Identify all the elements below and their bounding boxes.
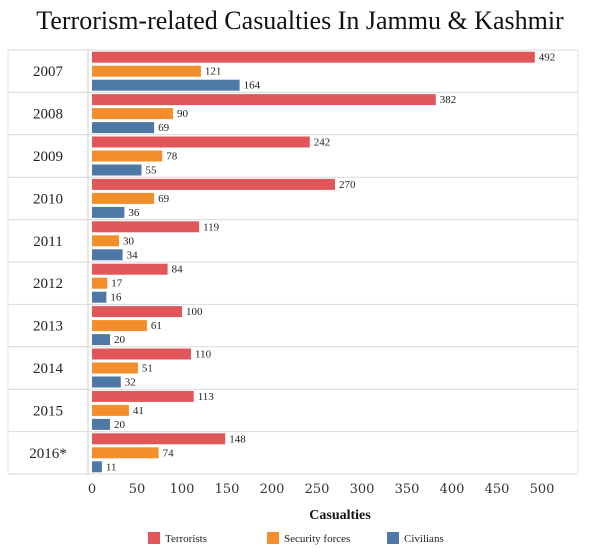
data-label: 100 [186, 306, 203, 318]
data-label: 20 [114, 334, 126, 346]
data-label: 74 [163, 447, 175, 459]
bar-terrorists [92, 433, 226, 445]
data-label: 36 [128, 207, 140, 219]
data-label: 492 [539, 52, 556, 64]
data-label: 90 [177, 108, 189, 120]
data-label: 11 [106, 461, 117, 473]
data-label: 16 [110, 292, 122, 304]
data-label: 69 [158, 193, 170, 205]
bar-civilians [92, 164, 142, 176]
bar-security-forces [92, 447, 159, 459]
bar-civilians [92, 334, 110, 346]
data-label: 20 [114, 419, 126, 431]
data-label: 41 [133, 405, 144, 417]
category-label: 2016* [29, 446, 67, 462]
bar-security-forces [92, 192, 155, 204]
data-label: 34 [127, 249, 139, 261]
category-label: 2008 [33, 107, 63, 123]
bar-terrorists [92, 390, 194, 402]
category-label: 2014 [33, 361, 64, 377]
data-label: 51 [142, 363, 153, 375]
bar-security-forces [92, 65, 201, 77]
data-label: 119 [203, 221, 220, 233]
bar-terrorists [92, 136, 310, 148]
bar-security-forces [92, 362, 138, 374]
legend-label: Terrorists [165, 533, 207, 545]
chart-title: Terrorism-related Casualties In Jammu & … [36, 6, 564, 35]
legend-swatch [387, 532, 399, 544]
bar-terrorists [92, 348, 191, 360]
bar-security-forces [92, 235, 119, 247]
data-label: 270 [339, 179, 356, 191]
data-label: 32 [125, 377, 136, 389]
x-tick-label: 300 [350, 482, 375, 497]
bar-terrorists [92, 221, 200, 233]
category-label: 2009 [33, 149, 63, 165]
x-tick-label: 250 [305, 482, 330, 497]
data-label: 242 [314, 137, 331, 149]
category-label: 2011 [33, 234, 62, 250]
bar-civilians [92, 122, 155, 134]
bar-security-forces [92, 108, 173, 120]
legend-label: Security forces [284, 533, 350, 545]
x-tick-label: 400 [440, 482, 465, 497]
x-tick-label: 50 [129, 482, 146, 497]
data-label: 382 [440, 94, 457, 106]
legend-swatch [148, 532, 160, 544]
bar-civilians [92, 376, 121, 388]
data-label: 69 [158, 122, 170, 134]
x-tick-label: 100 [170, 482, 195, 497]
data-label: 55 [146, 165, 158, 177]
x-tick-label: 200 [260, 482, 285, 497]
bar-terrorists [92, 94, 436, 106]
data-label: 78 [166, 151, 178, 163]
data-label: 30 [123, 235, 135, 247]
legend-label: Civilians [404, 533, 444, 545]
bar-security-forces [92, 404, 129, 416]
data-label: 121 [205, 66, 222, 78]
x-tick-label: 500 [530, 482, 555, 497]
x-tick-label: 150 [215, 482, 240, 497]
category-label: 2010 [33, 191, 63, 207]
bar-civilians [92, 79, 240, 91]
data-label: 148 [229, 433, 246, 445]
data-label: 17 [111, 278, 123, 290]
bar-security-forces [92, 277, 108, 289]
x-tick-label: 450 [485, 482, 510, 497]
bar-terrorists [92, 263, 168, 275]
data-label: 61 [151, 320, 162, 332]
data-label: 113 [198, 391, 215, 403]
x-tick-label: 350 [395, 482, 420, 497]
category-label: 2013 [33, 319, 63, 335]
bar-civilians [92, 418, 110, 430]
data-label: 164 [244, 80, 261, 92]
bar-terrorists [92, 306, 182, 318]
data-label: 84 [172, 264, 184, 276]
bar-terrorists [92, 51, 535, 63]
bar-civilians [92, 206, 125, 218]
bar-civilians [92, 249, 123, 261]
x-tick-label: 0 [88, 482, 96, 497]
bar-security-forces [92, 150, 163, 162]
bar-civilians [92, 461, 102, 473]
legend-swatch [267, 532, 279, 544]
category-label: 2012 [33, 276, 63, 292]
category-label: 2015 [33, 403, 63, 419]
x-axis-label: Casualties [309, 508, 371, 523]
bar-civilians [92, 291, 107, 303]
data-label: 110 [195, 349, 212, 361]
bar-terrorists [92, 178, 335, 190]
bar-security-forces [92, 320, 147, 332]
category-label: 2007 [33, 64, 64, 80]
